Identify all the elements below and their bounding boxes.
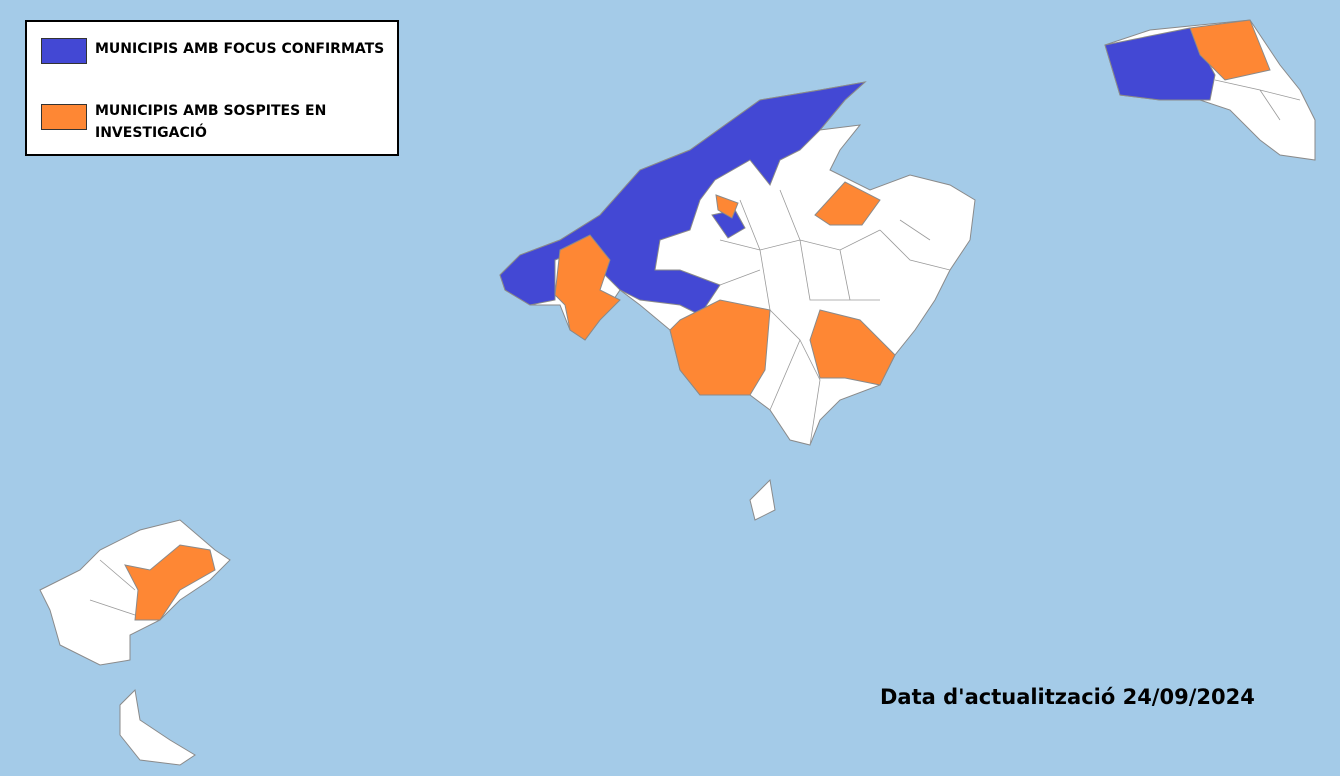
- legend-item: MUNICIPIS AMB SOSPITES EN INVESTIGACIÓ: [41, 100, 335, 144]
- region-suspected: [809, 309, 896, 386]
- region-suspected: [669, 299, 771, 396]
- municipal-borders: [719, 189, 951, 446]
- municipal-borders: [89, 559, 136, 616]
- legend-label: MUNICIPIS AMB FOCUS CONFIRMATS: [95, 41, 385, 57]
- island-eivissa: [39, 519, 231, 666]
- island-formentera: [119, 688, 196, 766]
- legend: MUNICIPIS AMB FOCUS CONFIRMATS MUNICIPIS…: [25, 20, 399, 156]
- region-suspected: [124, 544, 216, 621]
- municipal-borders: [1214, 79, 1301, 121]
- update-note: Data d'actualització 24/09/2024: [880, 685, 1255, 709]
- legend-swatch: [41, 104, 87, 130]
- region-suspected: [715, 194, 739, 219]
- legend-item: MUNICIPIS AMB FOCUS CONFIRMATS: [41, 38, 385, 64]
- island-cabrera: [749, 478, 776, 521]
- region-suspected: [814, 181, 881, 226]
- legend-swatch: [41, 38, 87, 64]
- region-suspected: [554, 234, 621, 341]
- region-suspected: [1189, 19, 1271, 81]
- legend-label: MUNICIPIS AMB SOSPITES EN INVESTIGACIÓ: [95, 103, 327, 141]
